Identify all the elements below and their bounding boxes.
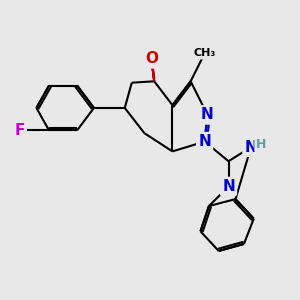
Text: F: F (14, 123, 25, 138)
Text: O: O (145, 51, 158, 66)
Text: CH₃: CH₃ (194, 48, 216, 58)
Text: N: N (201, 107, 214, 122)
Text: N: N (198, 134, 211, 149)
Text: N: N (222, 179, 235, 194)
Text: H: H (256, 138, 266, 151)
Text: N: N (244, 140, 257, 155)
